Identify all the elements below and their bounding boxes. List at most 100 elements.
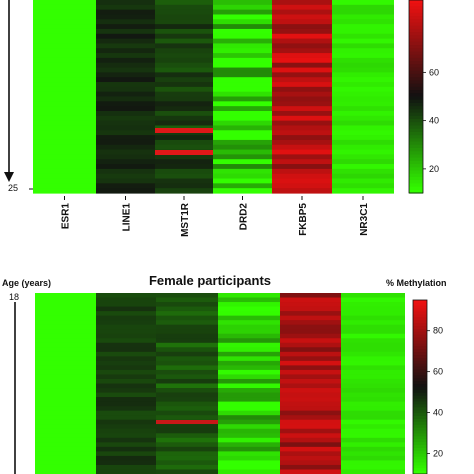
- heatmap-cell: [272, 130, 332, 136]
- heatmap-cell: [213, 110, 272, 117]
- heatmap-cell: [155, 139, 213, 146]
- heatmap-cell: [272, 139, 332, 146]
- heatmap-cell: [213, 101, 272, 107]
- heatmap-cell: [96, 14, 155, 20]
- heatmap-cell: [96, 356, 156, 362]
- heatmap-cell: [341, 401, 405, 407]
- heatmap-cell: [272, 77, 332, 83]
- heatmap-cell: [341, 410, 405, 416]
- heatmap-cell: [33, 110, 96, 117]
- heatmap-cell: [33, 159, 96, 165]
- heatmap-cell: [332, 159, 394, 165]
- colorbar-segment: [413, 436, 427, 440]
- colorbar-segment: [409, 115, 423, 120]
- colorbar-tick-label: 40: [429, 116, 439, 126]
- heatmap-cell: [280, 455, 341, 462]
- heatmap-cell: [280, 401, 341, 407]
- heatmap-cell: [272, 48, 332, 54]
- heatmap-cell: [218, 333, 280, 339]
- heatmap-cell: [332, 120, 394, 127]
- colorbar-segment: [413, 407, 427, 411]
- colorbar-segment: [413, 433, 427, 437]
- colorbar-segment: [409, 9, 423, 14]
- colorbar-segment: [409, 154, 423, 159]
- heatmap-cell: [156, 320, 218, 326]
- heatmap-cell: [96, 106, 155, 112]
- colorbar-segment: [413, 352, 427, 356]
- colorbar-segment: [409, 112, 423, 117]
- top-panel: 25 ESR1 LINE1 MST1R DRD2 FKBP5 NR3C1 20 40 60: [4, 0, 439, 237]
- colorbar-segment: [413, 331, 427, 336]
- colorbar-segment: [413, 363, 427, 368]
- colorbar-segment: [413, 424, 427, 429]
- colorbar-segment: [409, 22, 423, 27]
- heatmap-cell: [96, 338, 156, 344]
- colorbar-segment: [409, 176, 423, 181]
- heatmap-cell: [332, 91, 394, 98]
- colorbar-segment: [413, 317, 427, 321]
- heatmap-cell: [272, 164, 332, 170]
- heatmap-cell: [332, 48, 394, 54]
- heatmap-cell: [96, 388, 156, 394]
- heatmap-cell: [272, 144, 332, 151]
- heatmap-cell: [96, 460, 156, 466]
- heatmap-cell: [155, 173, 213, 180]
- heatmap-cell: [156, 433, 218, 439]
- heatmap-cell: [155, 48, 213, 54]
- heatmap-cell: [280, 365, 341, 371]
- heatmap-cell: [213, 96, 272, 102]
- heatmap-cell: [156, 347, 218, 353]
- heatmap-cell: [156, 315, 218, 321]
- heatmap-cell: [96, 397, 156, 403]
- heatmap-cell: [341, 392, 405, 398]
- colorbar-border: [408, 0, 424, 194]
- heatmap-cell: [272, 82, 332, 88]
- heatmap-cell: [218, 442, 280, 448]
- heatmap-cell: [96, 178, 155, 184]
- colorbar-segment: [413, 389, 427, 394]
- heatmap-cell: [280, 442, 341, 448]
- heatmap-cell: [332, 149, 394, 155]
- heatmap-cell: [213, 48, 272, 54]
- heatmap-cell: [35, 428, 96, 434]
- heatmap-cell: [332, 24, 394, 30]
- heatmap-cell: [33, 130, 96, 136]
- heatmap-cell: [280, 378, 341, 385]
- colorbar-segment: [413, 358, 427, 362]
- heatmap-cell: [156, 415, 218, 421]
- heatmap-cell: [280, 464, 341, 471]
- heatmap-cell: [96, 120, 155, 127]
- heatmap-cell: [156, 437, 218, 443]
- heatmap-cell: [280, 329, 341, 335]
- colorbar-segment: [409, 109, 423, 114]
- heatmap-cell: [155, 91, 213, 98]
- heatmap-cell: [33, 144, 96, 151]
- heatmap-cell: [213, 62, 272, 69]
- heatmap-cell: [341, 451, 405, 457]
- colorbar-segment: [409, 147, 423, 152]
- heatmap-cell: [96, 342, 156, 348]
- colorbar-segment: [409, 164, 423, 168]
- heatmap-cell: [280, 306, 341, 312]
- colorbar-segment: [413, 462, 427, 466]
- colorbar-segment: [409, 141, 423, 146]
- colorbar-segment: [413, 375, 427, 379]
- heatmap-cell: [341, 369, 405, 376]
- heatmap-cell: [155, 183, 213, 189]
- heatmap-cell: [96, 365, 156, 371]
- heatmap-cell: [272, 67, 332, 73]
- heatmap-cell: [218, 320, 280, 326]
- heatmap-cell: [33, 72, 96, 78]
- heatmap-cell: [35, 356, 96, 362]
- colorbar-segment: [409, 119, 423, 123]
- heatmap-cell: [33, 43, 96, 49]
- heatmap-cell: [155, 86, 213, 93]
- heatmap-cell: [96, 72, 155, 78]
- heatmap-cell: [96, 4, 155, 11]
- heatmap-cell: [35, 351, 96, 357]
- heatmap-cell: [218, 383, 280, 389]
- colorbar-segment: [413, 314, 427, 318]
- colorbar-segment: [413, 311, 427, 316]
- heatmap-cell: [156, 378, 218, 385]
- heatmap-cell: [218, 392, 280, 398]
